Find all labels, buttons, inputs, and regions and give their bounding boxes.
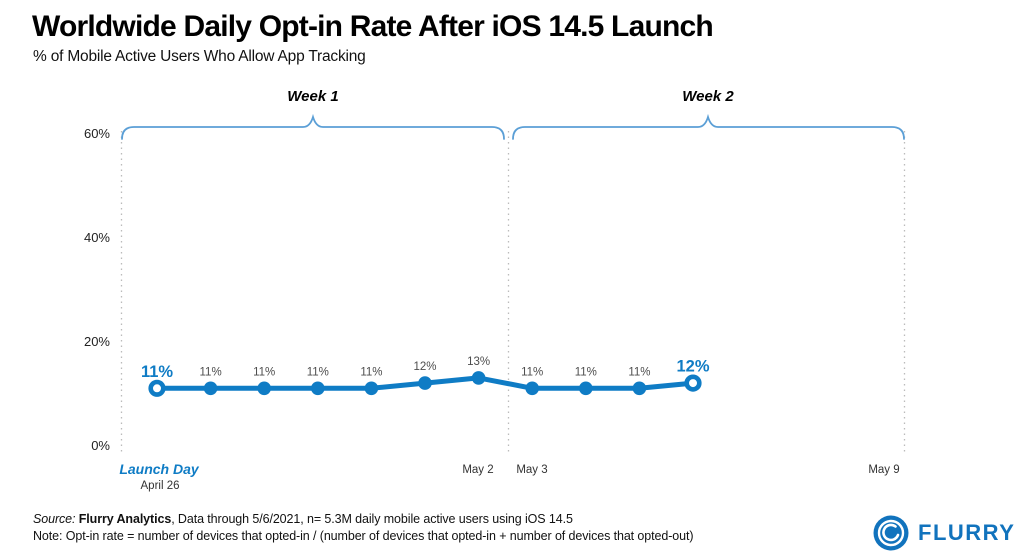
- data-point-April 29: [311, 381, 325, 396]
- data-point-label-April 29: 11%: [307, 366, 329, 378]
- note-line: Note: Opt-in rate = number of devices th…: [33, 529, 694, 543]
- data-point-May 2: [471, 371, 486, 385]
- flurry-logo-text: FLURRY: [918, 520, 1016, 545]
- data-point-open-April 26: [148, 379, 166, 397]
- y-tick-label-40%: 40%: [84, 230, 110, 245]
- data-point-label-May 4: 11%: [575, 366, 597, 378]
- source-line: Source: Flurry Analytics, Data through 5…: [33, 511, 693, 528]
- flurry-logo: FLURRY: [872, 514, 1015, 552]
- week-2-label: Week 2: [682, 88, 734, 105]
- data-point-label-May 2: 13%: [467, 356, 490, 368]
- data-point-label-May 6: 12%: [676, 358, 709, 376]
- y-tick-label-20%: 20%: [84, 334, 110, 349]
- source-name: Flurry Analytics: [78, 512, 172, 526]
- x-axis-label-may-9: May 9: [868, 464, 899, 476]
- data-point-May 1: [418, 376, 432, 390]
- data-point-label-April 30: 11%: [360, 366, 382, 378]
- data-point-label-April 28: 11%: [253, 366, 275, 378]
- week-brace-1: [121, 113, 505, 140]
- x-axis-label-may-3: May 3: [516, 464, 547, 476]
- page-subtitle: % of Mobile Active Users Who Allow App T…: [33, 48, 366, 65]
- source-prefix: Source:: [33, 512, 79, 526]
- data-point-May 4: [579, 381, 593, 396]
- week-brace-2: [512, 113, 905, 140]
- data-point-label-April 26: 11%: [141, 363, 173, 381]
- x-axis-label-april-26: April 26: [141, 480, 180, 492]
- page-title: Worldwide Daily Opt-in Rate After iOS 14…: [32, 10, 714, 43]
- week-1-label: Week 1: [287, 88, 338, 105]
- x-axis-label-launch-day: Launch Day: [119, 461, 200, 477]
- data-point-May 3: [525, 381, 539, 396]
- data-point-label-April 27: 11%: [200, 366, 222, 378]
- source-rest: , Data through 5/6/2021, n= 5.3M daily m…: [171, 512, 573, 526]
- data-point-label-May 1: 12%: [413, 361, 436, 373]
- data-point-April 30: [364, 381, 379, 396]
- data-point-label-May 5: 11%: [628, 366, 650, 378]
- y-tick-label-60%: 60%: [84, 126, 110, 141]
- footer: Source: Flurry Analytics, Data through 5…: [33, 511, 694, 545]
- data-point-April 27: [203, 381, 218, 396]
- y-tick-label-0%: 0%: [91, 438, 110, 453]
- flurry-logo-icon: [873, 515, 909, 551]
- data-point-open-May 6: [684, 374, 702, 392]
- data-point-label-May 3: 11%: [521, 366, 543, 378]
- x-axis-label-may-2: May 2: [462, 464, 493, 476]
- data-point-May 5: [632, 381, 647, 396]
- data-point-April 28: [257, 381, 272, 396]
